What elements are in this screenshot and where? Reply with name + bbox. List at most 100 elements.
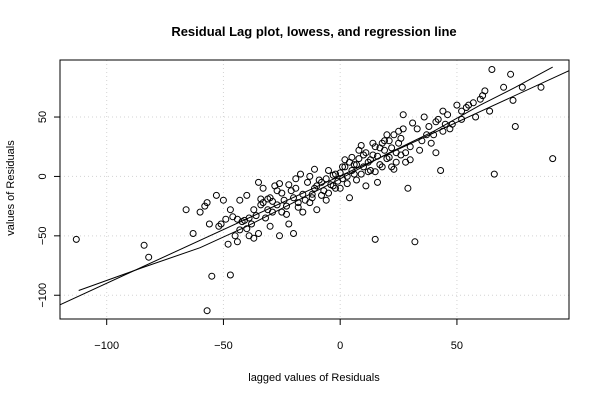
data-point — [250, 206, 258, 214]
data-point — [308, 190, 316, 198]
data-point — [350, 170, 358, 178]
data-point — [350, 161, 358, 169]
data-point — [490, 170, 498, 178]
data-point — [434, 115, 442, 123]
data-point — [395, 139, 403, 147]
data-point — [488, 66, 496, 73]
data-point — [367, 156, 374, 164]
data-point — [371, 235, 379, 243]
data-point — [306, 199, 314, 207]
data-point — [362, 149, 370, 157]
data-point — [245, 214, 253, 222]
x-tick-label: 50 — [451, 340, 463, 352]
data-point — [325, 167, 332, 174]
data-point — [357, 142, 365, 149]
data-point — [364, 158, 372, 166]
data-point — [313, 182, 321, 190]
data-point — [325, 189, 332, 197]
data-point — [182, 206, 190, 214]
data-point — [243, 191, 251, 199]
data-point — [458, 107, 466, 115]
data-point — [297, 170, 304, 178]
data-point — [299, 208, 307, 216]
data-point — [511, 123, 519, 130]
data-point — [448, 120, 456, 128]
data-point — [348, 153, 356, 161]
data-point — [409, 119, 417, 127]
data-point — [472, 113, 480, 121]
data-point — [486, 107, 494, 115]
data-point — [439, 127, 447, 135]
data-point — [294, 199, 302, 207]
y-tick-label: 50 — [37, 111, 49, 123]
data-point — [306, 172, 314, 180]
data-point — [252, 212, 260, 220]
data-point — [371, 168, 379, 176]
data-point — [322, 175, 330, 183]
data-point — [266, 194, 274, 202]
grid-lines — [60, 60, 569, 319]
data-point — [212, 191, 220, 199]
data-point — [476, 95, 484, 103]
data-point — [236, 196, 244, 204]
chart-title: Residual Lag plot, lowess, and regressio… — [171, 24, 456, 39]
data-point — [290, 230, 297, 237]
plot-frame — [59, 59, 570, 320]
data-point — [374, 152, 381, 160]
data-point — [72, 235, 80, 243]
data-point — [500, 83, 508, 91]
data-point — [465, 101, 473, 109]
data-point — [283, 202, 290, 210]
data-point — [364, 168, 372, 176]
data-point — [406, 156, 414, 164]
data-point — [313, 206, 321, 214]
data-point — [381, 137, 388, 145]
data-point — [299, 190, 307, 198]
x-tick-label: 0 — [337, 340, 343, 352]
data-point — [518, 83, 526, 91]
data-point — [255, 178, 262, 186]
data-points — [72, 66, 557, 315]
data-point — [427, 139, 435, 147]
data-point — [420, 113, 428, 121]
data-point — [374, 178, 381, 186]
data-point — [292, 175, 300, 183]
data-point — [406, 143, 414, 151]
data-point — [392, 158, 400, 166]
data-point — [145, 253, 153, 261]
data-point — [378, 163, 386, 171]
data-point — [425, 123, 433, 130]
data-point — [549, 155, 557, 163]
data-point — [423, 131, 431, 139]
data-point — [189, 230, 197, 237]
data-point — [215, 222, 223, 230]
data-point — [259, 184, 267, 192]
data-point — [336, 184, 344, 192]
data-point — [236, 226, 244, 234]
data-point — [385, 153, 393, 161]
data-point — [208, 272, 216, 280]
data-point — [311, 165, 318, 173]
data-point — [390, 165, 398, 173]
data-point — [329, 182, 337, 190]
data-point — [217, 220, 225, 228]
data-point — [226, 206, 234, 214]
data-point — [304, 178, 311, 186]
data-point — [292, 184, 300, 192]
data-point — [383, 131, 391, 139]
data-point — [290, 194, 297, 202]
data-point — [322, 196, 330, 204]
data-point — [224, 240, 232, 248]
data-point — [376, 144, 384, 152]
data-point — [430, 131, 438, 139]
data-point — [285, 220, 293, 228]
data-point — [411, 238, 419, 246]
data-point — [357, 170, 365, 178]
data-point — [318, 191, 325, 199]
data-point — [371, 143, 379, 151]
data-point — [231, 232, 239, 240]
data-point — [273, 187, 281, 195]
data-point — [203, 307, 211, 315]
data-point — [413, 125, 421, 133]
